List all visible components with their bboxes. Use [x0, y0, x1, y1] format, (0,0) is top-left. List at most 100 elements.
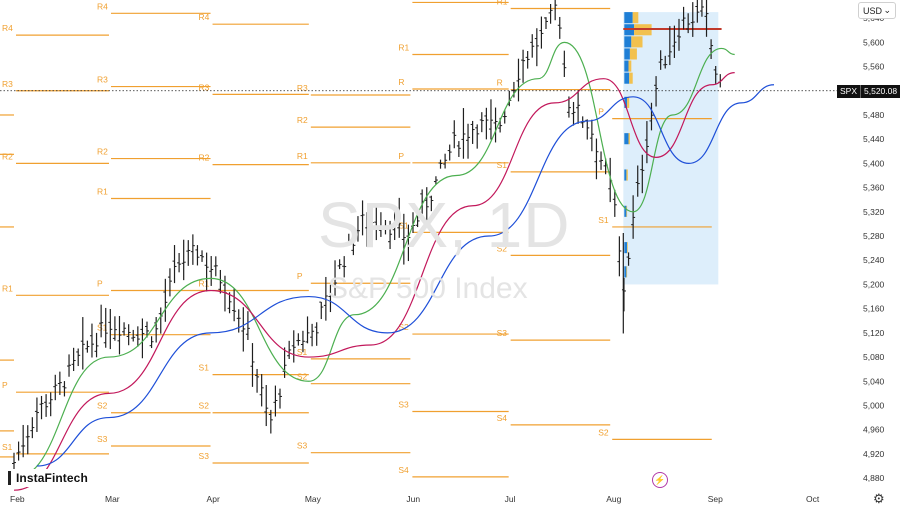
y-tick-label: 5,080: [863, 352, 885, 362]
y-tick-label: 5,240: [863, 255, 885, 265]
pivot-level-label: S3: [297, 441, 308, 451]
watermark-symbol: SPX, 1D: [318, 189, 571, 261]
y-tick-label: 4,880: [863, 473, 885, 483]
y-tick-label: 4,960: [863, 425, 885, 435]
y-tick-label: 5,560: [863, 62, 885, 72]
chevron-down-icon: ⌄: [883, 5, 891, 15]
x-tick-label: Aug: [606, 494, 621, 504]
moving-average-line: [36, 84, 775, 467]
volume-bar-yellow: [629, 48, 637, 60]
volume-bar-yellow: [626, 169, 628, 181]
y-tick-label: 5,280: [863, 231, 885, 241]
brand-logo: InstaFintech: [6, 469, 92, 487]
pivot-level-label: S2: [398, 322, 409, 332]
pivot-level-label: P: [398, 151, 404, 161]
y-tick-label: 5,400: [863, 158, 885, 168]
volume-bar-blue: [624, 36, 632, 48]
pivot-level-label: S2: [199, 401, 210, 411]
currency-selector[interactable]: USD ⌄: [858, 2, 896, 19]
volume-bar-blue: [624, 205, 627, 217]
volume-bar-blue: [624, 12, 633, 24]
pivot-level-label: R1: [497, 0, 508, 6]
pivot-level-label: R1: [199, 278, 210, 288]
pivot-level-label: S1: [497, 160, 508, 170]
pivot-level-label: R3: [199, 82, 210, 92]
y-tick-label: 5,320: [863, 207, 885, 217]
pivot-level-label: S2: [97, 401, 108, 411]
x-tick-label: Jul: [505, 494, 516, 504]
pivot-level-label: S3: [97, 434, 108, 444]
volume-bar-blue: [624, 48, 630, 60]
volume-bar-blue: [624, 169, 627, 181]
x-tick-label: Apr: [207, 494, 220, 504]
pivot-level-label: R3: [97, 75, 108, 85]
brand-name: InstaFintech: [16, 471, 88, 485]
x-tick-label: Jun: [406, 494, 420, 504]
y-tick-label: 5,440: [863, 134, 885, 144]
volume-bar-blue: [624, 72, 630, 84]
pivot-level-label: S2: [598, 427, 609, 437]
volume-bar-yellow: [626, 205, 628, 217]
pivot-level-label: R3: [2, 79, 13, 89]
pivot-level-label: S1: [598, 215, 609, 225]
y-tick-label: 5,120: [863, 328, 885, 338]
pivot-level-label: R3: [297, 83, 308, 93]
pivot-level-label: R4: [199, 12, 210, 22]
last-price-badge: SPX 5,520.08: [837, 84, 900, 98]
x-tick-label: Mar: [105, 494, 120, 504]
pivot-level-label: S3: [497, 328, 508, 338]
volume-bar-yellow: [626, 266, 628, 278]
volume-bar-yellow: [627, 96, 630, 108]
last-price-value: 5,520.08: [860, 84, 900, 98]
volume-bar-blue: [624, 133, 629, 145]
moving-average-line: [13, 72, 735, 491]
volume-bar-yellow: [629, 72, 633, 84]
pivot-level-label: S2: [297, 372, 308, 382]
last-price-symbol: SPX: [837, 84, 861, 98]
y-tick-label: 4,920: [863, 449, 885, 459]
pivot-level-label: R2: [199, 153, 210, 163]
y-tick-label: 5,000: [863, 400, 885, 410]
pivot-level-label: P: [97, 278, 103, 288]
pivot-level-label: S1: [2, 442, 13, 452]
currency-label: USD: [863, 5, 883, 16]
x-tick-label: Feb: [10, 494, 25, 504]
y-tick-label: 5,160: [863, 304, 885, 314]
y-tick-label: 5,600: [863, 37, 885, 47]
volume-bar-yellow: [631, 36, 643, 48]
pivot-level-label: R2: [297, 115, 308, 125]
brand-mark-icon: [8, 471, 11, 485]
pivot-level-label: R: [497, 78, 503, 88]
watermark-name: S&P 500 Index: [328, 272, 528, 305]
pivot-level-label: S1: [297, 347, 308, 357]
x-tick-label: May: [305, 494, 322, 504]
pivot-level-label: S4: [398, 465, 409, 475]
volume-bar-yellow: [628, 60, 632, 72]
pivot-level-label: R4: [2, 23, 13, 33]
gear-icon[interactable]: ⚙: [873, 491, 885, 506]
pivot-level-label: P: [598, 107, 604, 117]
y-tick-label: 5,040: [863, 376, 885, 386]
pivot-level-label: R1: [2, 283, 13, 293]
pivot-level-label: S4: [497, 413, 508, 423]
pivot-level-label: R1: [297, 151, 308, 161]
pivot-level-label: P: [2, 380, 8, 390]
pivot-level-label: R2: [2, 151, 13, 161]
pivot-level-label: R1: [398, 42, 409, 52]
x-tick-label: Oct: [806, 494, 820, 504]
volume-bar-blue: [624, 242, 628, 254]
lightning-icon[interactable]: ⚡: [652, 472, 668, 488]
pivot-level-label: P: [297, 271, 303, 281]
y-tick-label: 5,480: [863, 110, 885, 120]
volume-bar-blue: [624, 96, 628, 108]
volume-bar-yellow: [627, 242, 628, 254]
volume-bar-blue: [624, 266, 627, 278]
x-tick-label: Sep: [708, 494, 723, 504]
pivot-level-label: S3: [398, 400, 409, 410]
y-tick-label: 5,360: [863, 183, 885, 193]
y-tick-label: 5,200: [863, 279, 885, 289]
pivot-level-label: R1: [97, 187, 108, 197]
volume-bar-yellow: [632, 12, 639, 24]
pivot-level-label: S1: [199, 363, 210, 373]
